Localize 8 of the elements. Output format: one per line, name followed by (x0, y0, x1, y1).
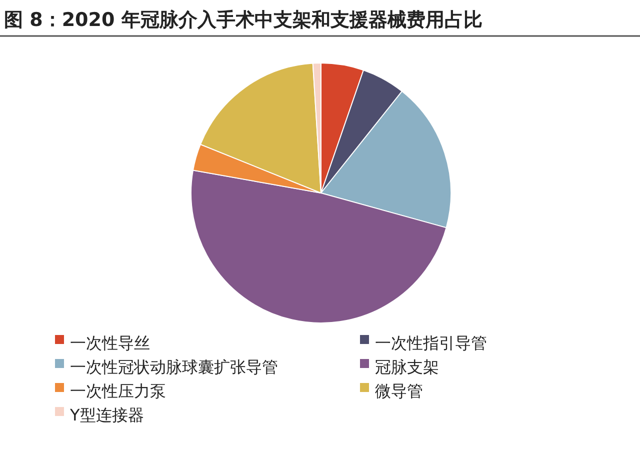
legend-label: 一次性指引导管 (375, 333, 487, 352)
legend-label: 一次性导丝 (70, 333, 150, 352)
legend-label: 微导管 (375, 381, 423, 400)
legend-label: 冠脉支架 (375, 357, 439, 376)
chart-title: 图 8：2020 年冠脉介入手术中支架和支援器械费用占比 (4, 9, 482, 31)
legend-label: 一次性压力泵 (70, 381, 166, 400)
legend-label: 一次性冠状动脉球囊扩张导管 (70, 357, 278, 376)
legend-label: Y型连接器 (69, 405, 144, 424)
